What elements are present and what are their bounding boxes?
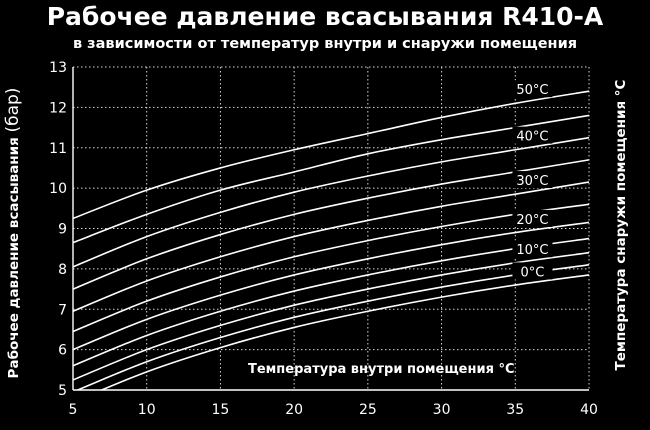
series-line [73, 90, 589, 220]
x-tick-label: 20 [285, 402, 303, 418]
series-line [73, 237, 589, 367]
axes [72, 67, 589, 391]
x-tick-label: 15 [212, 402, 230, 418]
y-tick-label: 7 [58, 302, 67, 318]
series-label-bg [512, 209, 553, 227]
y-tick-label: 12 [49, 100, 67, 116]
series-label: 40°C [516, 130, 548, 145]
y-tick-label: 13 [49, 60, 67, 76]
y-tick-label: 8 [58, 262, 67, 278]
series-line [73, 251, 589, 381]
series-line [73, 136, 589, 268]
series-label: 10°C [516, 243, 548, 258]
series-label-bg [512, 171, 553, 189]
series-label: 0°C [521, 265, 545, 280]
series-line [73, 203, 589, 333]
chart-subtitle: в зависимости от температур внутри и сна… [72, 36, 578, 52]
y-tick-label: 11 [49, 141, 67, 157]
series-label: 50°C [516, 83, 548, 98]
series-line [73, 159, 589, 290]
series-line [75, 264, 589, 390]
series-labels: 50°C 40°C 30°C 20°C 10°C 0°C [512, 80, 553, 280]
x-tick-label: 25 [359, 402, 377, 418]
y-tick-label: 10 [49, 181, 67, 197]
series-label-bg [512, 240, 553, 258]
series-label: 30°C [516, 174, 548, 189]
series-line [99, 274, 589, 390]
x-tick-label: 5 [69, 402, 78, 418]
x-tick-label: 35 [506, 402, 524, 418]
series-label-bg [512, 80, 553, 98]
x-axis-label: Температура внутри помещения °C [248, 362, 515, 377]
y-tick-label: 9 [58, 222, 67, 238]
y-tick-label: 6 [58, 343, 67, 359]
series-label-bg [512, 262, 553, 280]
series-label-bg [512, 126, 553, 144]
series-line [73, 114, 589, 244]
x-tick-label: 40 [580, 402, 598, 418]
x-tick-label: 10 [138, 402, 156, 418]
y-tick-label: 5 [58, 383, 67, 399]
tick-labels: 5 10 15 20 25 30 35 40 5 6 7 8 9 10 11 12 13 [49, 60, 598, 418]
series-line [73, 181, 589, 313]
series-label: 20°C [516, 213, 548, 228]
curves [73, 90, 589, 390]
x-tick-label: 30 [433, 402, 451, 418]
chart-title: Рабочее давление всасывания R410-A [46, 2, 604, 31]
series-line [73, 221, 589, 351]
